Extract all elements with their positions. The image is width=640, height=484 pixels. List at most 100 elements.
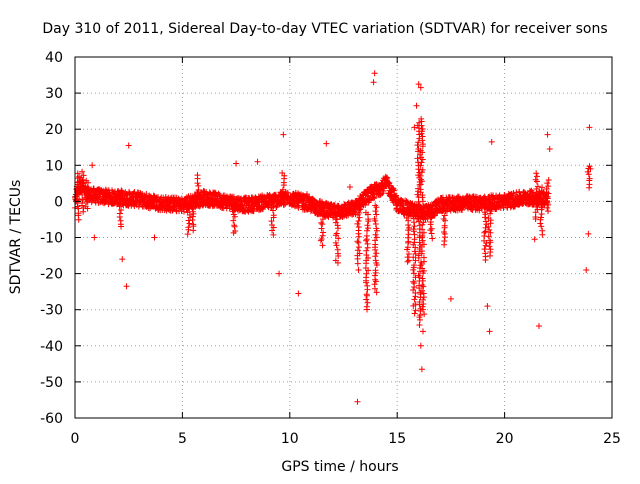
data-point bbox=[372, 202, 379, 209]
data-point bbox=[418, 366, 425, 373]
data-point bbox=[410, 278, 417, 285]
data-point bbox=[539, 184, 546, 191]
data-point bbox=[532, 176, 539, 183]
data-point bbox=[484, 303, 491, 310]
data-point bbox=[537, 194, 544, 201]
data-point bbox=[410, 254, 417, 261]
data-point bbox=[420, 141, 427, 148]
data-point bbox=[427, 218, 434, 225]
data-point bbox=[318, 205, 325, 212]
data-point bbox=[487, 208, 494, 215]
data-point bbox=[318, 225, 325, 232]
data-point bbox=[416, 298, 423, 305]
data-point bbox=[441, 212, 448, 219]
data-point bbox=[240, 201, 247, 208]
data-point bbox=[420, 216, 427, 223]
data-point bbox=[534, 183, 541, 190]
data-point bbox=[354, 398, 361, 405]
data-point bbox=[414, 191, 421, 198]
data-point bbox=[373, 250, 380, 257]
data-point bbox=[485, 215, 492, 222]
data-point bbox=[531, 236, 538, 243]
data-point bbox=[411, 310, 418, 317]
data-point bbox=[586, 124, 593, 131]
data-point bbox=[79, 180, 86, 187]
data-point bbox=[417, 342, 424, 349]
data-point bbox=[82, 183, 89, 190]
data-point bbox=[334, 246, 341, 253]
data-point bbox=[415, 272, 422, 279]
data-point bbox=[373, 225, 380, 232]
data-point bbox=[427, 205, 434, 212]
data-point bbox=[372, 257, 379, 264]
data-point bbox=[533, 199, 540, 206]
data-point bbox=[230, 217, 237, 224]
data-point bbox=[189, 208, 196, 215]
data-point bbox=[487, 246, 494, 253]
data-point bbox=[363, 232, 370, 239]
data-point bbox=[295, 290, 302, 297]
data-point bbox=[355, 266, 362, 273]
data-point bbox=[419, 233, 426, 240]
data-point bbox=[355, 244, 362, 251]
data-point bbox=[371, 281, 378, 288]
data-point bbox=[91, 234, 98, 241]
data-point bbox=[299, 198, 306, 205]
data-point bbox=[117, 190, 124, 197]
data-point bbox=[536, 191, 543, 198]
data-point bbox=[364, 222, 371, 229]
data-point bbox=[421, 311, 428, 318]
x-tick-label: 20 bbox=[496, 431, 514, 447]
data-point bbox=[320, 229, 327, 236]
data-point bbox=[421, 241, 428, 248]
data-point bbox=[373, 211, 380, 218]
x-tick-label: 5 bbox=[178, 431, 187, 447]
data-point bbox=[405, 209, 412, 216]
data-point bbox=[319, 209, 326, 216]
data-point bbox=[419, 133, 426, 140]
data-point bbox=[190, 201, 197, 208]
data-point bbox=[83, 190, 90, 197]
data-point bbox=[585, 230, 592, 237]
data-point bbox=[270, 202, 277, 209]
data-point bbox=[318, 236, 325, 243]
data-point bbox=[367, 196, 374, 203]
data-point bbox=[363, 291, 370, 298]
chart-title: Day 310 of 2011, Sidereal Day-to-day VTE… bbox=[42, 21, 607, 37]
data-point bbox=[371, 70, 378, 77]
data-point bbox=[412, 290, 419, 297]
data-point bbox=[75, 179, 82, 186]
data-point bbox=[356, 250, 363, 257]
data-point bbox=[362, 209, 369, 216]
data-point bbox=[233, 160, 240, 167]
data-point bbox=[231, 222, 238, 229]
data-point bbox=[76, 173, 83, 180]
y-tick-label: -50 bbox=[40, 375, 63, 391]
data-point bbox=[79, 200, 86, 207]
data-point bbox=[416, 218, 423, 225]
data-point bbox=[250, 208, 257, 215]
data-point bbox=[184, 231, 191, 238]
data-point bbox=[372, 253, 379, 260]
data-point bbox=[190, 221, 197, 228]
data-point bbox=[346, 183, 353, 190]
y-tick-label: 40 bbox=[45, 50, 63, 66]
data-point bbox=[364, 282, 371, 289]
data-point bbox=[323, 140, 330, 147]
data-point bbox=[332, 257, 339, 264]
data-point bbox=[363, 247, 370, 254]
data-point bbox=[355, 204, 362, 211]
data-point bbox=[333, 230, 340, 237]
data-point bbox=[486, 328, 493, 335]
data-point bbox=[319, 242, 326, 249]
x-axis-label: GPS time / hours bbox=[281, 459, 398, 475]
y-tick-label: 30 bbox=[45, 86, 63, 102]
data-point bbox=[488, 138, 495, 145]
data-point bbox=[507, 204, 514, 211]
data-point bbox=[364, 227, 370, 234]
data-point bbox=[412, 301, 419, 308]
data-point bbox=[538, 198, 545, 205]
data-point bbox=[420, 254, 427, 261]
